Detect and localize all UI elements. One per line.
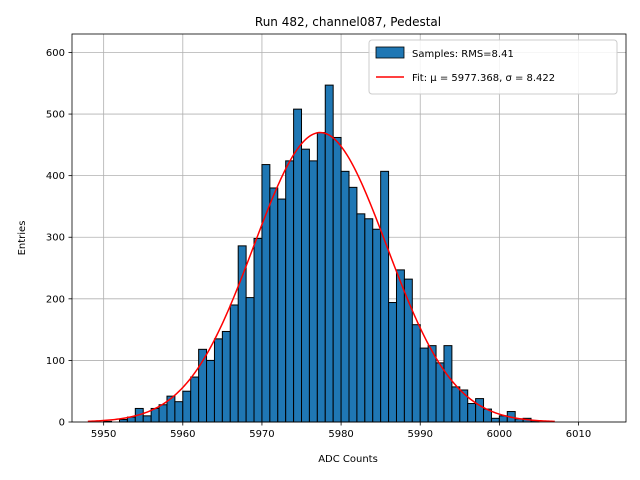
histogram-bar [221,330,231,423]
x-tick-label: 5950 [91,429,116,440]
histogram-bar [142,415,152,423]
x-tick-label: 6000 [487,429,512,440]
histogram-bar [308,160,318,423]
y-axis: 0 100 200 300 400 500 600 [46,48,72,429]
histogram-bar [419,347,429,423]
histogram-bar [467,403,477,423]
y-tick-label: 600 [46,48,65,59]
histogram-bars [103,84,540,423]
histogram-bar [451,386,461,423]
x-axis-label: ADC Counts [318,454,378,465]
y-tick-label: 300 [46,233,65,244]
histogram-bar [237,245,247,423]
histogram-bar [182,390,192,423]
histogram-bar [443,345,453,423]
histogram-bar [364,218,374,423]
histogram-bar [174,401,184,423]
histogram-bar [459,389,469,423]
histogram-bar [490,417,500,423]
histogram-bar [411,324,421,423]
y-axis-label: Entries [17,221,28,256]
histogram-bar [245,297,255,423]
histogram-bar [356,213,366,423]
legend-swatch-samples [375,46,405,59]
histogram-bar [213,338,223,423]
histogram-bar [395,269,405,423]
x-tick-label: 6010 [566,429,591,440]
histogram-bar [261,164,271,423]
histogram-bar [277,198,287,423]
chart-title: Run 482, channel087, Pedestal [255,15,441,29]
histogram-bar [190,376,200,423]
x-tick-label: 5960 [170,429,195,440]
y-tick-label: 500 [46,110,65,121]
histogram-bar [206,359,215,423]
histogram-bar [229,304,239,423]
histogram-bar [253,237,263,423]
histogram-bar [158,404,168,423]
y-tick-label: 200 [46,294,65,305]
histogram-bar [475,398,485,423]
legend-label-fit: Fit: μ = 5977.368, σ = 8.422 [412,73,555,84]
histogram-bar [348,186,358,423]
y-tick-label: 0 [59,418,65,429]
x-axis: 5950 5960 5970 5980 5990 6000 6010 [91,422,591,440]
y-tick-label: 400 [46,171,65,182]
histogram-bar [269,187,279,423]
histogram-bar [285,160,295,423]
x-tick-label: 5990 [408,429,433,440]
histogram-bar [316,132,326,423]
x-tick-label: 5980 [328,429,353,440]
histogram-bar [372,228,382,423]
fit-curve [87,131,555,423]
y-tick-label: 100 [46,356,65,367]
histogram-bar [388,302,397,423]
plot-frame [71,33,627,423]
legend-box [368,39,618,95]
legend-label-samples: Samples: RMS=8.41 [412,49,514,60]
legend: Samples: RMS=8.41 Fit: μ = 5977.368, σ =… [368,39,618,95]
histogram-bar [435,362,445,423]
histogram-bar [293,108,303,423]
x-tick-label: 5970 [249,429,274,440]
histogram-bar [332,136,342,423]
histogram-bar [340,170,350,423]
histogram-bar [380,170,390,423]
histogram-bar [301,148,310,423]
